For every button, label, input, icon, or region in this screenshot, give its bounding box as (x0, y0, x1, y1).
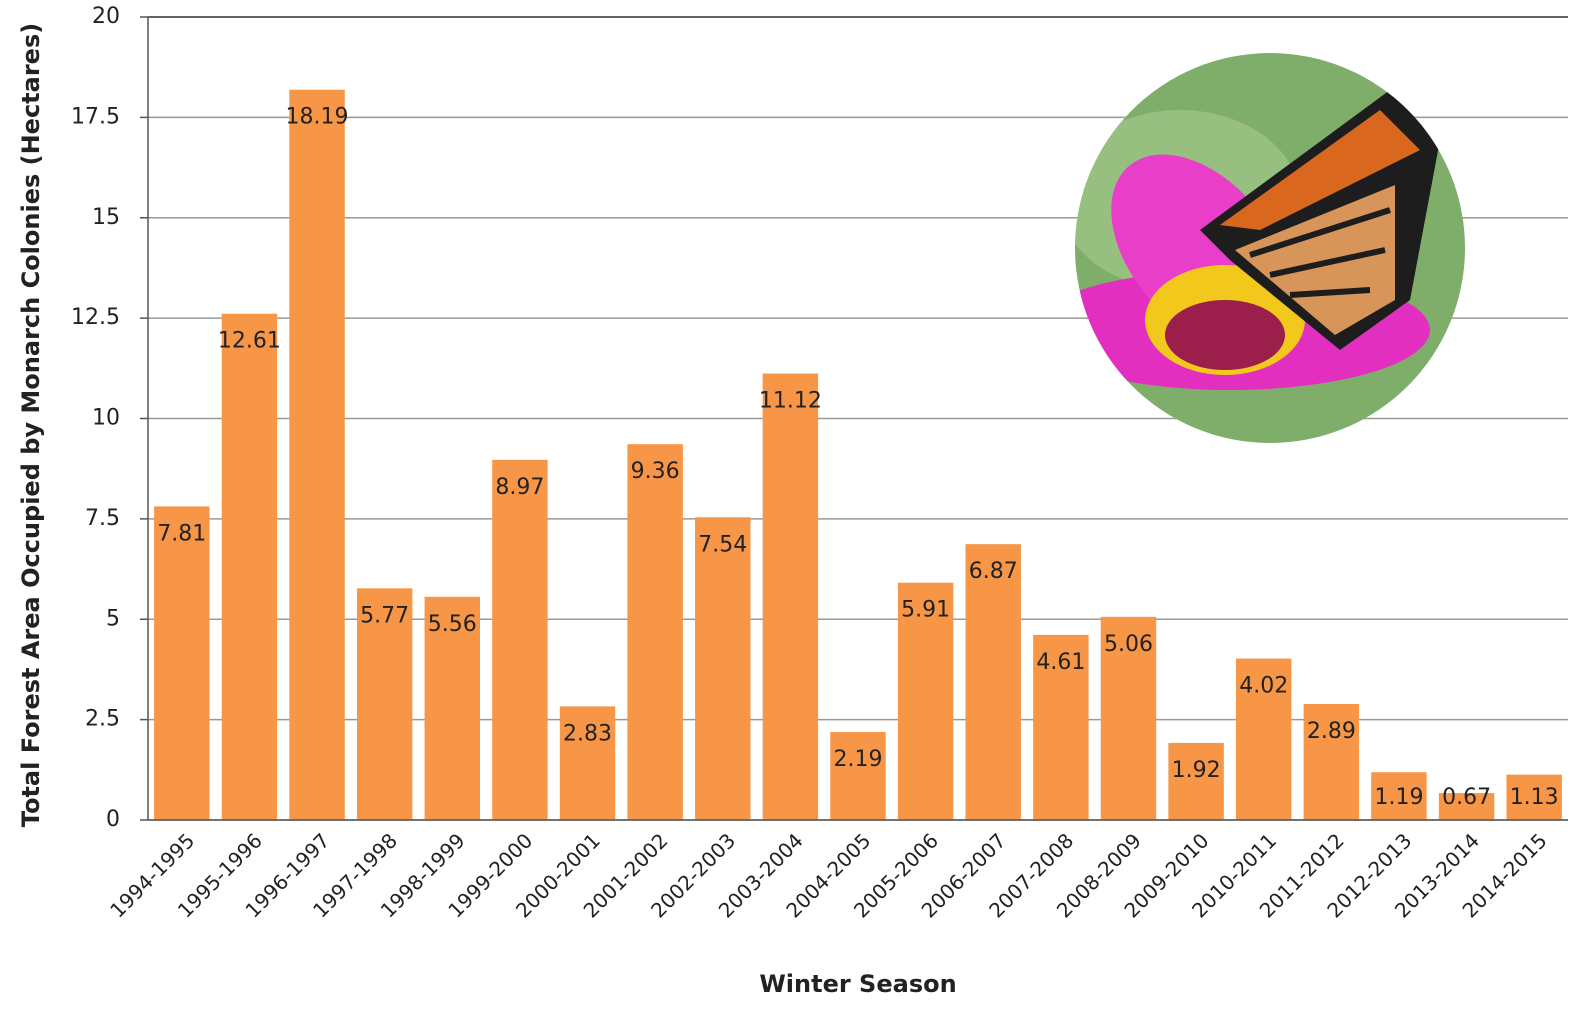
data-label: 2.19 (834, 747, 883, 772)
data-label: 8.97 (495, 475, 544, 500)
data-label: 4.61 (1036, 650, 1085, 675)
data-label: 1.92 (1172, 758, 1221, 783)
bar (1506, 774, 1562, 820)
bar (965, 544, 1021, 820)
data-label: 6.87 (969, 559, 1018, 584)
y-tick-label: 7.5 (85, 506, 120, 531)
bar (356, 588, 413, 820)
y-axis-title: Total Forest Area Occupied by Monarch Co… (17, 23, 45, 827)
data-label: 7.81 (157, 521, 206, 546)
data-label: 5.56 (428, 612, 477, 637)
data-label: 12.61 (218, 329, 281, 354)
bar (559, 706, 616, 820)
butterfly-photo (1075, 53, 1465, 443)
bar (1100, 616, 1157, 820)
y-tick-label: 15 (92, 205, 120, 230)
data-label: 5.06 (1104, 632, 1153, 657)
y-tick-label: 17.5 (71, 104, 120, 129)
y-tick-label: 20 (92, 4, 120, 29)
bar (695, 517, 751, 820)
data-label: 2.83 (563, 721, 612, 746)
bar (762, 373, 819, 820)
bar (627, 444, 683, 820)
y-tick-label: 10 (92, 406, 120, 431)
y-tick-label: 0 (106, 807, 120, 832)
data-label: 4.02 (1239, 674, 1288, 699)
bar (1371, 772, 1427, 820)
bar (1235, 658, 1292, 820)
data-label: 18.19 (286, 105, 349, 130)
bar (221, 313, 278, 820)
y-tick-label: 2.5 (85, 707, 120, 732)
data-label: 7.54 (698, 532, 747, 557)
bar (897, 582, 954, 820)
bar (289, 89, 345, 820)
bar (1168, 742, 1224, 820)
y-tick-label: 5 (106, 606, 120, 631)
bar (424, 596, 481, 820)
data-label: 11.12 (759, 389, 822, 414)
data-label: 0.67 (1442, 785, 1491, 810)
data-label: 5.91 (901, 598, 950, 623)
y-tick-label: 12.5 (71, 305, 120, 330)
bar (1438, 793, 1495, 820)
bar (492, 459, 548, 820)
data-label: 1.19 (1374, 785, 1423, 810)
x-axis-title: Winter Season (759, 970, 956, 998)
bar (830, 732, 886, 820)
data-label: 2.89 (1307, 719, 1356, 744)
bar (154, 506, 210, 820)
bar (1303, 703, 1360, 820)
bar (1033, 634, 1089, 820)
data-label: 9.36 (631, 459, 680, 484)
data-label: 5.77 (360, 603, 409, 628)
data-label: 1.13 (1510, 785, 1559, 810)
